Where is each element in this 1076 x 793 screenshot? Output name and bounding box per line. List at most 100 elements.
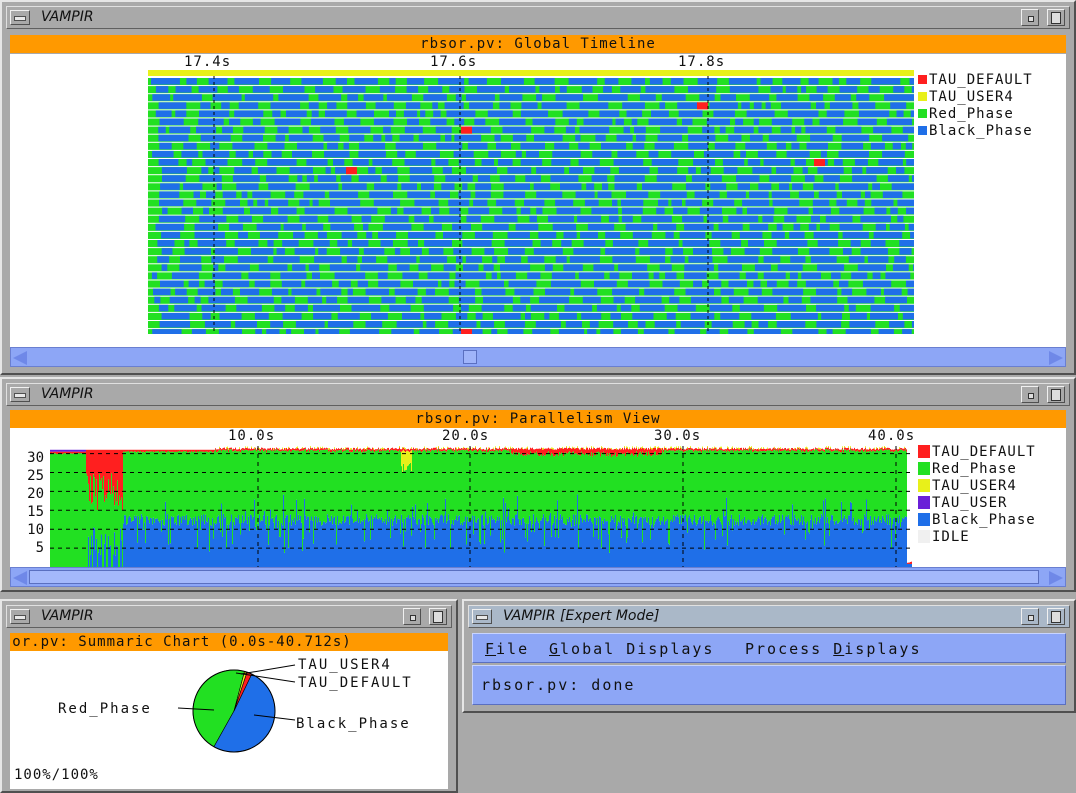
black-phase-column — [267, 515, 268, 567]
black-phase-segment — [335, 167, 357, 174]
tau-default-column — [353, 447, 354, 450]
tau-default-column — [95, 449, 96, 497]
summary-titlebar[interactable]: VAMPIR — [6, 605, 452, 628]
timeline-chart[interactable] — [148, 70, 914, 334]
black-phase-segment — [728, 215, 759, 223]
black-phase-column — [653, 527, 654, 567]
window-menu-button[interactable] — [472, 609, 492, 624]
black-phase-column — [685, 514, 686, 567]
red-phase-column — [812, 450, 813, 529]
maximize-button[interactable] — [1047, 386, 1065, 403]
scroll-right-arrow-icon[interactable] — [1049, 351, 1063, 365]
timeline-area[interactable]: 17.4s 17.6s 17.8s TAU_DEFAULT TAU_USER4 … — [10, 54, 1066, 347]
pie-chart[interactable] — [10, 651, 448, 789]
black-phase-segment — [777, 304, 806, 312]
red-phase-column — [468, 451, 469, 522]
black-phase-column — [615, 514, 616, 567]
scroll-thumb[interactable] — [463, 350, 477, 364]
black-phase-segment — [409, 167, 433, 174]
parallelism-area[interactable]: 10.0s 20.0s 30.0s 40.0s 30 25 20 15 10 5… — [10, 428, 1066, 567]
tau-default-column — [372, 447, 373, 450]
black-phase-column — [395, 515, 396, 567]
scroll-thumb[interactable] — [29, 570, 1039, 584]
black-phase-segment — [212, 272, 242, 279]
minimize-button[interactable] — [403, 608, 421, 625]
black-phase-column — [501, 520, 502, 567]
minimize-button[interactable] — [1021, 386, 1039, 403]
menu-global-displays[interactable]: Global Displays — [549, 640, 714, 658]
black-phase-column — [523, 517, 524, 567]
menu-file[interactable]: File — [485, 640, 529, 658]
tau-default-column — [834, 449, 835, 451]
red-phase-column — [601, 452, 602, 548]
black-phase-segment — [817, 240, 839, 247]
black-phase-column — [153, 517, 154, 567]
tau-default-column — [115, 449, 116, 492]
maximize-button[interactable] — [1047, 608, 1065, 625]
black-phase-column — [124, 515, 125, 567]
red-phase-column — [818, 451, 819, 517]
summary-area[interactable]: TAU_USER4 TAU_DEFAULT Red_Phase Black_Ph… — [10, 651, 448, 789]
black-phase-segment — [866, 288, 881, 296]
minimize-button[interactable] — [1021, 608, 1039, 625]
window-menu-button[interactable] — [10, 10, 30, 25]
black-phase-column — [425, 547, 426, 567]
black-phase-segment — [615, 118, 624, 126]
red-phase-column — [862, 450, 863, 533]
black-phase-segment — [479, 280, 504, 288]
black-phase-column — [630, 519, 631, 567]
red-phase-column — [506, 449, 507, 523]
black-phase-segment — [421, 296, 449, 304]
tau-default-column — [310, 447, 311, 450]
tau-default-column — [341, 447, 342, 450]
timeline-legend: TAU_DEFAULT TAU_USER4 Red_Phase Black_Ph… — [918, 72, 1033, 140]
red-phase-column — [680, 450, 681, 516]
tau-user4-column — [572, 446, 573, 449]
scroll-left-arrow-icon[interactable] — [13, 351, 27, 365]
black-phase-column — [642, 542, 643, 567]
tau-default-column — [298, 448, 299, 451]
minimize-button[interactable] — [1021, 9, 1039, 26]
tau-default-column — [810, 449, 811, 451]
red-phase-column — [333, 451, 334, 519]
window-menu-button[interactable] — [10, 387, 30, 402]
scroll-left-arrow-icon[interactable] — [13, 571, 27, 585]
red-phase-column — [849, 451, 850, 516]
black-phase-column — [467, 516, 468, 567]
black-phase-column — [353, 522, 354, 567]
tau-default-column — [527, 448, 528, 454]
summary-window: VAMPIR rbsor.pv: Summaric Chart (0.0s-40… — [0, 599, 458, 793]
window-menu-button[interactable] — [10, 609, 30, 624]
parallelism-horizontal-scrollbar[interactable] — [10, 567, 1066, 587]
black-phase-segment — [317, 175, 337, 182]
red-phase-column — [699, 450, 700, 518]
expert-titlebar[interactable]: VAMPIR [Expert Mode] — [468, 605, 1070, 628]
parallelism-chart[interactable] — [50, 446, 912, 567]
black-phase-segment — [533, 183, 551, 190]
red-phase-column — [281, 451, 282, 524]
maximize-button[interactable] — [1047, 9, 1065, 26]
black-phase-segment — [330, 223, 355, 231]
tau-default-column — [58, 451, 59, 454]
red-phase-column — [578, 454, 579, 549]
red-phase-column — [399, 450, 400, 520]
menu-process-displays[interactable]: Process Displays — [745, 640, 922, 658]
black-phase-segment — [438, 78, 465, 85]
maximize-button[interactable] — [429, 608, 447, 625]
black-phase-segment — [159, 321, 191, 328]
window-title: VAMPIR — [41, 9, 94, 25]
black-phase-segment — [403, 207, 422, 215]
timeline-titlebar[interactable]: VAMPIR — [6, 6, 1070, 29]
parallelism-titlebar[interactable]: VAMPIR — [6, 383, 1070, 406]
scroll-right-arrow-icon[interactable] — [1049, 571, 1063, 585]
tau-default-column — [539, 448, 540, 457]
red-phase-column — [91, 503, 92, 536]
red-phase-column — [630, 454, 631, 520]
black-phase-column — [515, 515, 516, 567]
tau-default-column — [712, 448, 713, 451]
red-phase-column — [65, 453, 66, 567]
timeline-horizontal-scrollbar[interactable] — [10, 347, 1066, 367]
red-phase-column — [700, 451, 701, 517]
tau-default-column — [375, 449, 376, 451]
tau-user-column — [60, 449, 61, 452]
